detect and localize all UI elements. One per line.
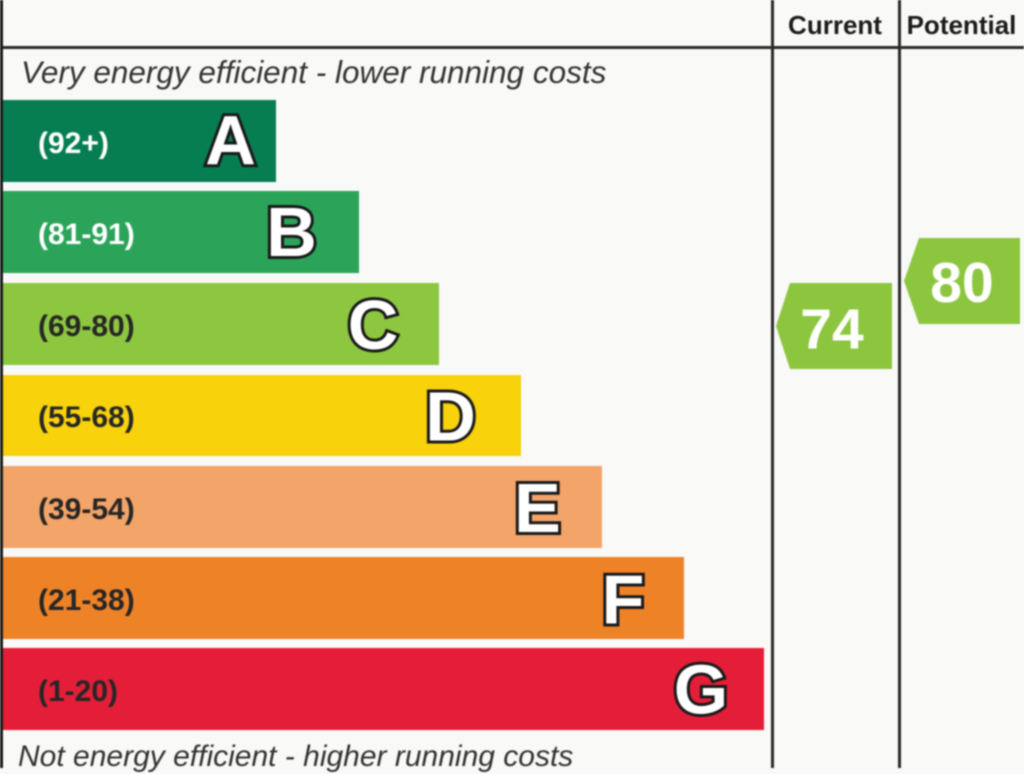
svg-text:A: A [205, 102, 256, 180]
svg-text:F: F [602, 561, 645, 639]
svg-text:80: 80 [930, 251, 993, 315]
svg-text:C: C [348, 286, 399, 364]
svg-text:G: G [674, 651, 728, 729]
svg-text:74: 74 [800, 298, 864, 362]
svg-text:D: D [425, 378, 476, 456]
svg-text:E: E [514, 469, 561, 547]
svg-text:B: B [266, 193, 317, 271]
